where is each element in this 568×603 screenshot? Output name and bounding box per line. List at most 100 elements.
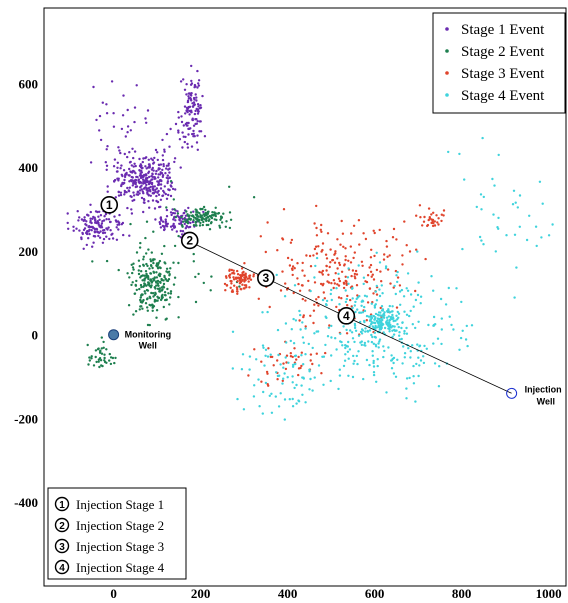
data-point: [430, 275, 433, 278]
data-point: [383, 253, 386, 256]
data-point: [374, 336, 377, 339]
data-point: [307, 342, 310, 346]
data-point: [172, 261, 175, 264]
data-point: [214, 206, 217, 209]
data-point: [153, 300, 156, 303]
data-point: [145, 262, 148, 266]
monitoring-well-label: Monitoring: [125, 330, 172, 340]
data-point: [173, 225, 176, 228]
data-point: [98, 365, 101, 369]
data-point: [336, 283, 339, 286]
data-point: [126, 131, 129, 134]
data-point: [372, 359, 375, 363]
data-point: [191, 102, 194, 105]
data-point: [346, 345, 349, 348]
data-point: [163, 291, 167, 294]
data-point: [98, 236, 102, 239]
data-point: [103, 360, 107, 364]
data-point: [120, 183, 123, 186]
data-point: [144, 165, 147, 168]
data-point: [145, 183, 148, 187]
data-point: [338, 261, 341, 265]
data-point: [232, 269, 235, 272]
data-point: [458, 152, 461, 156]
data-point: [372, 278, 376, 281]
data-point: [344, 300, 348, 304]
data-point: [228, 226, 232, 230]
data-point: [352, 256, 355, 260]
data-point: [155, 187, 159, 190]
data-point: [148, 303, 151, 307]
data-point: [243, 276, 246, 279]
data-point: [525, 238, 529, 242]
data-point: [177, 131, 180, 134]
data-point: [122, 233, 125, 237]
data-point: [131, 266, 135, 269]
data-point: [190, 64, 193, 68]
data-point: [328, 324, 331, 327]
data-point: [126, 155, 129, 159]
data-point: [244, 279, 247, 282]
data-point: [505, 234, 508, 237]
data-point: [330, 282, 333, 285]
data-point: [245, 286, 248, 289]
data-point: [155, 309, 159, 312]
data-point: [391, 325, 394, 328]
stage-legend-entry-3: 3 Injection Stage 3: [54, 538, 164, 554]
data-point: [158, 287, 161, 290]
data-point: [197, 272, 200, 276]
data-point: [192, 129, 195, 133]
data-point: [360, 328, 364, 331]
stage-legend-label: Injection Stage 3: [76, 539, 164, 554]
data-point: [106, 185, 109, 188]
data-point: [94, 230, 97, 233]
data-point: [163, 225, 166, 228]
data-point: [95, 228, 99, 231]
data-point: [138, 287, 141, 291]
data-point: [135, 251, 139, 254]
data-point: [167, 162, 170, 165]
data-point: [152, 191, 156, 195]
data-point: [145, 220, 149, 223]
data-point: [291, 355, 294, 359]
data-point: [363, 320, 366, 324]
data-point: [135, 84, 138, 87]
data-point: [297, 355, 300, 359]
data-point: [283, 295, 287, 298]
data-point: [411, 323, 414, 326]
data-point: [199, 207, 202, 211]
data-point: [347, 374, 350, 377]
data-point: [394, 375, 398, 378]
data-point: [403, 332, 406, 335]
data-point: [196, 120, 199, 123]
data-point: [105, 227, 108, 230]
data-point: [194, 109, 197, 113]
data-point: [101, 241, 105, 244]
data-point: [169, 211, 173, 214]
data-point: [138, 265, 141, 268]
data-point: [171, 208, 174, 211]
data-point: [421, 224, 424, 227]
data-point: [160, 296, 164, 300]
data-point: [134, 283, 137, 287]
data-point: [143, 179, 147, 182]
data-point: [164, 192, 167, 196]
data-point: [267, 347, 270, 350]
data-point: [228, 268, 231, 271]
data-point: [374, 312, 378, 316]
data-point: [230, 282, 233, 285]
stage-marker-label: 3: [263, 271, 270, 285]
data-point: [149, 181, 152, 184]
data-point: [440, 328, 443, 331]
data-point: [144, 302, 148, 305]
data-point: [165, 197, 169, 200]
data-point: [151, 305, 155, 309]
data-point: [374, 303, 377, 306]
data-point: [128, 186, 131, 189]
data-point: [397, 316, 400, 319]
data-point: [166, 279, 170, 283]
data-point: [103, 215, 106, 218]
data-point: [395, 274, 398, 277]
data-point: [128, 234, 131, 237]
